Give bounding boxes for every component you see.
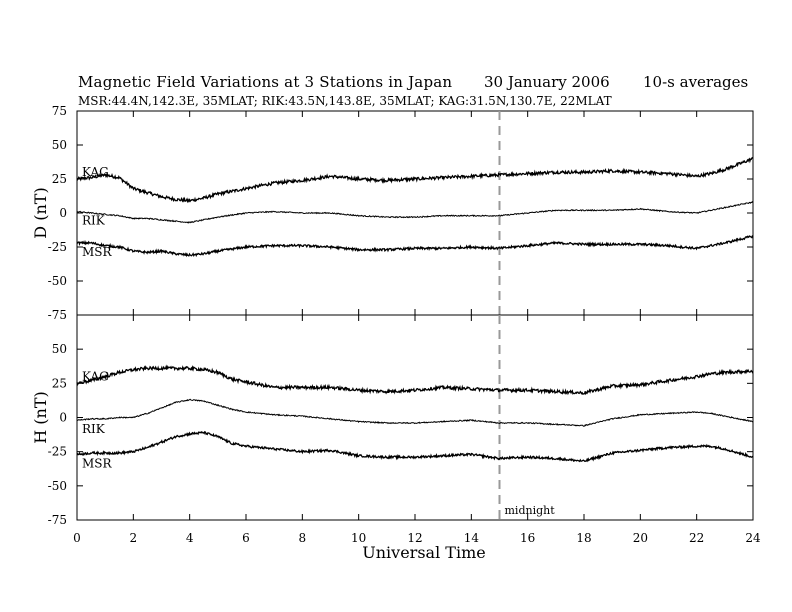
series-line-msr <box>76 235 754 258</box>
y-tick-label: 50 <box>52 138 67 152</box>
x-tick-label: 12 <box>407 531 422 545</box>
x-tick-label: 10 <box>351 531 366 545</box>
series-line-kag <box>76 364 754 396</box>
series-label-kag: KAG <box>82 369 109 383</box>
x-tick-label: 24 <box>745 531 761 545</box>
x-tick-label: 16 <box>520 531 535 545</box>
x-axis-label: Universal Time <box>362 543 485 562</box>
series-label-rik: RIK <box>82 214 106 228</box>
y-tick-label: 50 <box>52 342 67 356</box>
series-label-rik: RIK <box>82 422 106 436</box>
averaging-label: 10-s averages <box>643 73 749 91</box>
y-axis-label: H (nT) <box>31 391 50 444</box>
series-line-rik <box>76 398 754 427</box>
series-line-kag <box>76 156 754 204</box>
panel-frame <box>76 110 754 316</box>
panel-frame <box>76 314 754 521</box>
midnight-annotation: midnight <box>505 504 556 517</box>
y-tick-label: -50 <box>48 479 67 493</box>
series-label-msr: MSR <box>82 245 113 259</box>
y-tick-label: 0 <box>59 206 67 220</box>
chart-title: Magnetic Field Variations at 3 Stations … <box>78 73 453 91</box>
series-line-rik <box>76 201 754 224</box>
y-tick-label: -50 <box>48 274 67 288</box>
series-label-msr: MSR <box>82 456 113 470</box>
y-axis-label: D (nT) <box>31 187 50 238</box>
x-tick-label: 18 <box>576 531 591 545</box>
y-tick-label: 0 <box>59 411 67 425</box>
y-tick-label: -25 <box>48 445 67 459</box>
y-tick-label: 75 <box>52 104 67 118</box>
x-tick-label: 2 <box>130 531 138 545</box>
x-tick-label: 4 <box>186 531 194 545</box>
x-tick-label: 6 <box>242 531 250 545</box>
y-tick-label: -75 <box>48 308 67 322</box>
y-tick-label: -25 <box>48 240 67 254</box>
x-tick-label: 22 <box>689 531 704 545</box>
series-label-kag: KAG <box>82 165 109 179</box>
station-coordinates: MSR:44.4N,142.3E, 35MLAT; RIK:43.5N,143.… <box>78 94 612 108</box>
y-tick-label: 25 <box>52 376 67 390</box>
chart-date: 30 January 2006 <box>484 73 610 91</box>
series-line-msr <box>76 430 754 463</box>
x-tick-label: 0 <box>73 531 81 545</box>
y-tick-label: -75 <box>48 513 67 527</box>
x-tick-label: 14 <box>464 531 480 545</box>
y-tick-label: 25 <box>52 172 67 186</box>
x-tick-label: 20 <box>633 531 648 545</box>
x-tick-label: 8 <box>299 531 307 545</box>
